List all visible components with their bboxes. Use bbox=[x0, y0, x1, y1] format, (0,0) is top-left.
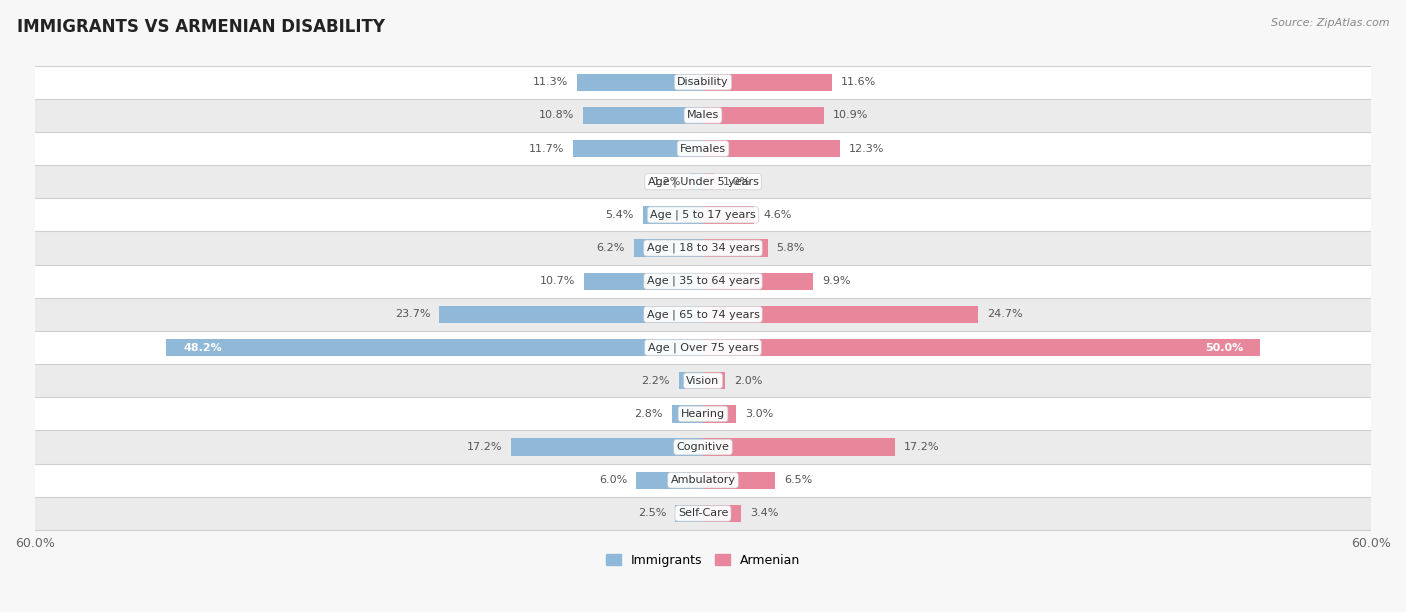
Bar bbox=[35, 331, 1371, 364]
Bar bbox=[35, 165, 1371, 198]
Bar bbox=[703, 405, 737, 422]
Bar bbox=[35, 198, 1371, 231]
Bar bbox=[35, 397, 1371, 430]
Text: 24.7%: 24.7% bbox=[987, 310, 1022, 319]
Text: 11.7%: 11.7% bbox=[529, 144, 564, 154]
Text: 11.3%: 11.3% bbox=[533, 77, 568, 87]
Text: 11.6%: 11.6% bbox=[841, 77, 876, 87]
Legend: Immigrants, Armenian: Immigrants, Armenian bbox=[600, 549, 806, 572]
Text: 4.6%: 4.6% bbox=[763, 210, 792, 220]
Text: IMMIGRANTS VS ARMENIAN DISABILITY: IMMIGRANTS VS ARMENIAN DISABILITY bbox=[17, 18, 385, 36]
Text: 2.2%: 2.2% bbox=[641, 376, 669, 386]
Bar bbox=[35, 364, 1371, 397]
Bar bbox=[35, 65, 1371, 99]
Bar bbox=[35, 298, 1371, 331]
Text: Age | 18 to 34 years: Age | 18 to 34 years bbox=[647, 243, 759, 253]
Text: Age | Under 5 years: Age | Under 5 years bbox=[648, 176, 758, 187]
Text: 9.9%: 9.9% bbox=[823, 276, 851, 286]
Text: 17.2%: 17.2% bbox=[467, 442, 502, 452]
Bar bbox=[703, 206, 754, 223]
Text: 6.5%: 6.5% bbox=[785, 476, 813, 485]
Text: Ambulatory: Ambulatory bbox=[671, 476, 735, 485]
Bar bbox=[703, 472, 775, 489]
Text: Cognitive: Cognitive bbox=[676, 442, 730, 452]
Bar bbox=[703, 106, 824, 124]
Text: 1.0%: 1.0% bbox=[723, 177, 751, 187]
Text: Females: Females bbox=[681, 144, 725, 154]
Bar bbox=[166, 339, 703, 356]
Bar bbox=[35, 430, 1371, 464]
Bar bbox=[35, 464, 1371, 497]
Text: 2.8%: 2.8% bbox=[634, 409, 662, 419]
Text: Males: Males bbox=[688, 110, 718, 121]
Text: 50.0%: 50.0% bbox=[1205, 343, 1243, 353]
Text: 5.8%: 5.8% bbox=[776, 243, 804, 253]
Text: 48.2%: 48.2% bbox=[183, 343, 222, 353]
Bar bbox=[582, 106, 703, 124]
Bar bbox=[703, 140, 839, 157]
Bar bbox=[703, 438, 894, 456]
Bar bbox=[35, 264, 1371, 298]
Text: Age | Over 75 years: Age | Over 75 years bbox=[648, 342, 758, 353]
Text: 10.7%: 10.7% bbox=[540, 276, 575, 286]
Bar bbox=[634, 239, 703, 256]
Bar bbox=[703, 272, 813, 290]
Bar bbox=[572, 140, 703, 157]
Text: 23.7%: 23.7% bbox=[395, 310, 430, 319]
Bar bbox=[672, 405, 703, 422]
Text: Hearing: Hearing bbox=[681, 409, 725, 419]
Bar bbox=[35, 132, 1371, 165]
Text: Self-Care: Self-Care bbox=[678, 509, 728, 518]
Text: Age | 35 to 64 years: Age | 35 to 64 years bbox=[647, 276, 759, 286]
Bar bbox=[643, 206, 703, 223]
Bar bbox=[583, 272, 703, 290]
Bar bbox=[35, 497, 1371, 530]
Bar bbox=[512, 438, 703, 456]
Text: 3.4%: 3.4% bbox=[749, 509, 778, 518]
Text: 6.0%: 6.0% bbox=[599, 476, 627, 485]
Text: 10.9%: 10.9% bbox=[834, 110, 869, 121]
Text: Disability: Disability bbox=[678, 77, 728, 87]
Text: 3.0%: 3.0% bbox=[745, 409, 773, 419]
Text: 2.5%: 2.5% bbox=[638, 509, 666, 518]
Text: 2.0%: 2.0% bbox=[734, 376, 762, 386]
Bar bbox=[689, 173, 703, 190]
Text: 6.2%: 6.2% bbox=[596, 243, 626, 253]
Bar bbox=[703, 73, 832, 91]
Bar bbox=[703, 339, 1260, 356]
Bar bbox=[703, 372, 725, 389]
Text: 10.8%: 10.8% bbox=[538, 110, 574, 121]
Bar bbox=[679, 372, 703, 389]
Bar bbox=[703, 239, 768, 256]
Bar bbox=[636, 472, 703, 489]
Text: 5.4%: 5.4% bbox=[606, 210, 634, 220]
Bar bbox=[439, 306, 703, 323]
Text: Age | 65 to 74 years: Age | 65 to 74 years bbox=[647, 309, 759, 319]
Bar bbox=[703, 173, 714, 190]
Text: 17.2%: 17.2% bbox=[904, 442, 939, 452]
Text: Age | 5 to 17 years: Age | 5 to 17 years bbox=[650, 210, 756, 220]
Text: Source: ZipAtlas.com: Source: ZipAtlas.com bbox=[1271, 18, 1389, 28]
Bar bbox=[703, 505, 741, 522]
Bar bbox=[578, 73, 703, 91]
Bar bbox=[675, 505, 703, 522]
Bar bbox=[35, 99, 1371, 132]
Text: 1.2%: 1.2% bbox=[652, 177, 681, 187]
Text: 12.3%: 12.3% bbox=[849, 144, 884, 154]
Text: Vision: Vision bbox=[686, 376, 720, 386]
Bar bbox=[35, 231, 1371, 264]
Bar bbox=[703, 306, 979, 323]
